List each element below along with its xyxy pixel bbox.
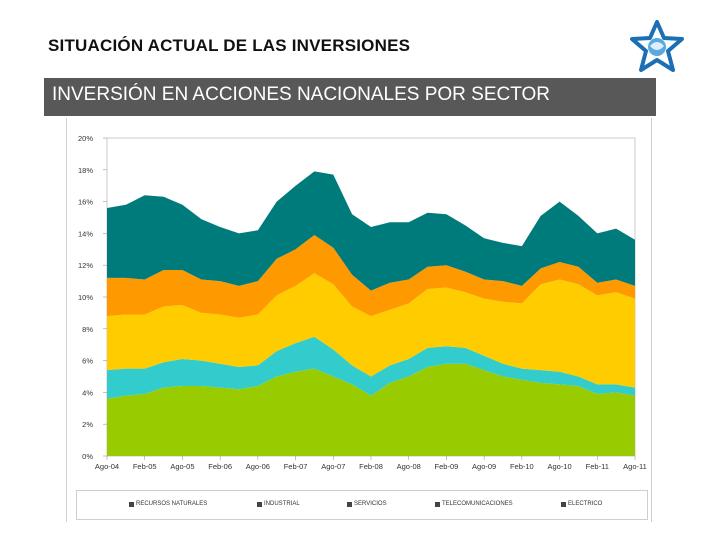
x-tick-label: Feb-10 xyxy=(510,462,534,471)
y-tick-label: 18% xyxy=(78,166,93,175)
legend-item-telecomunicaciones: TELECOMUNICACIONES xyxy=(435,501,513,507)
x-tick-label: Ago-07 xyxy=(321,462,345,471)
chart-legend: RECURSOS NATURALES INDUSTRIAL SERVICIOS TEL… xyxy=(76,490,648,520)
area-series-electrico xyxy=(107,171,635,291)
x-tick-label: Ago-05 xyxy=(170,462,194,471)
legend-label: TELECOMUNICACIONES xyxy=(442,501,513,507)
hands-star-logo-icon xyxy=(630,20,684,72)
y-tick-label: 2% xyxy=(82,420,93,429)
legend-swatch xyxy=(435,501,440,507)
area-series-recursos_naturales xyxy=(107,363,635,456)
chart-frame: 0% 2% 4% 6% 8% 10% 12% 14% 16% 18% 20% Ago-04 Feb-05… xyxy=(66,118,652,522)
legend-swatch xyxy=(129,501,134,507)
legend-label: INDUSTRIAL xyxy=(264,501,300,507)
y-tick-label: 10% xyxy=(78,293,93,302)
x-tick-label: Feb-06 xyxy=(208,462,232,471)
x-tick-label: Ago-06 xyxy=(246,462,270,471)
x-tick-label: Feb-07 xyxy=(284,462,308,471)
y-tick-label: 16% xyxy=(78,198,93,207)
area-series-servicios xyxy=(107,273,635,388)
y-tick-label: 0% xyxy=(82,452,93,461)
legend-item-recursos_naturales: RECURSOS NATURALES xyxy=(129,501,207,507)
slide-title: SITUACIÓN ACTUAL DE LAS INVERSIONES xyxy=(48,36,411,55)
legend-label: SERVICIOS xyxy=(354,501,387,507)
x-tick-label: Ago-09 xyxy=(472,462,496,471)
banner-title: INVERSIÓN EN ACCIONES NACIONALES POR SEC… xyxy=(52,84,550,105)
legend-label: ELECTRICO xyxy=(568,501,603,507)
area-series-industrial xyxy=(107,336,635,399)
x-tick-label: Feb-09 xyxy=(435,462,459,471)
legend-item-industrial: INDUSTRIAL xyxy=(257,501,300,507)
legend-swatch xyxy=(257,501,262,507)
legend-item-electrico: ELECTRICO xyxy=(561,501,602,507)
y-tick-label: 8% xyxy=(82,325,93,334)
y-tick-label: 14% xyxy=(78,229,93,238)
area-series-telecomunicaciones xyxy=(107,235,635,318)
x-tick-label: Ago-11 xyxy=(623,462,647,471)
x-tick-label: Feb-05 xyxy=(133,462,157,471)
x-tick-label: Ago-08 xyxy=(397,462,421,471)
x-tick-label: Feb-11 xyxy=(586,462,609,471)
x-tick-label: Ago-04 xyxy=(95,462,119,471)
legend-label: RECURSOS NATURALES xyxy=(136,501,208,507)
x-tick-label: Ago-10 xyxy=(547,462,571,471)
legend-item-servicios: SERVICIOS xyxy=(347,501,387,507)
y-tick-label: 20% xyxy=(78,134,93,143)
section-banner: INVERSIÓN EN ACCIONES NACIONALES POR SEC… xyxy=(44,78,656,116)
legend-swatch xyxy=(561,501,566,507)
y-tick-label: 4% xyxy=(82,388,93,397)
legend-swatch xyxy=(347,501,352,507)
y-tick-label: 12% xyxy=(78,261,93,270)
stacked-area-chart: 0% 2% 4% 6% 8% 10% 12% 14% 16% 18% 20% Ago-04 Feb-05… xyxy=(78,134,647,471)
x-tick-label: Feb-08 xyxy=(359,462,383,471)
y-tick-label: 6% xyxy=(82,357,93,366)
